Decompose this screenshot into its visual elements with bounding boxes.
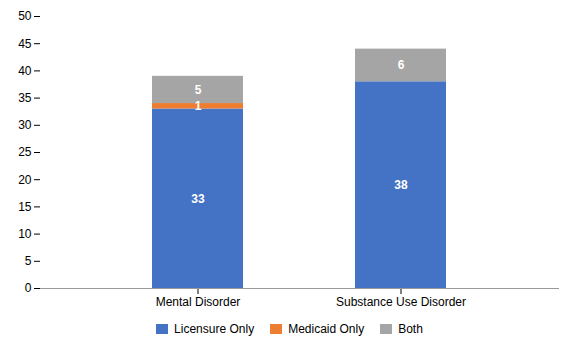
svg-text:5: 5 — [25, 254, 32, 268]
svg-text:33: 33 — [191, 192, 205, 206]
svg-text:15: 15 — [18, 200, 32, 214]
svg-text:38: 38 — [394, 178, 408, 192]
svg-text:10: 10 — [18, 227, 32, 241]
svg-text:40: 40 — [18, 64, 32, 78]
svg-text:6: 6 — [398, 58, 405, 72]
html-text:Medicaid Only: Medicaid Only — [288, 322, 365, 336]
svg-text:1: 1 — [195, 99, 202, 113]
svg-text:50: 50 — [18, 9, 32, 23]
svg-text:5: 5 — [195, 83, 202, 97]
svg-text:Mental Disorder: Mental Disorder — [156, 295, 241, 309]
svg-text:Substance Use Disorder: Substance Use Disorder — [336, 295, 466, 309]
svg-text:30: 30 — [18, 118, 32, 132]
html-text:Licensure Only: Licensure Only — [174, 322, 255, 336]
svg-text:45: 45 — [18, 37, 32, 51]
svg-text:35: 35 — [18, 91, 32, 105]
svg-text:25: 25 — [18, 145, 32, 159]
html-text:Both: Both — [398, 322, 423, 336]
svg-text:0: 0 — [25, 281, 32, 295]
svg-text:20: 20 — [18, 173, 32, 187]
